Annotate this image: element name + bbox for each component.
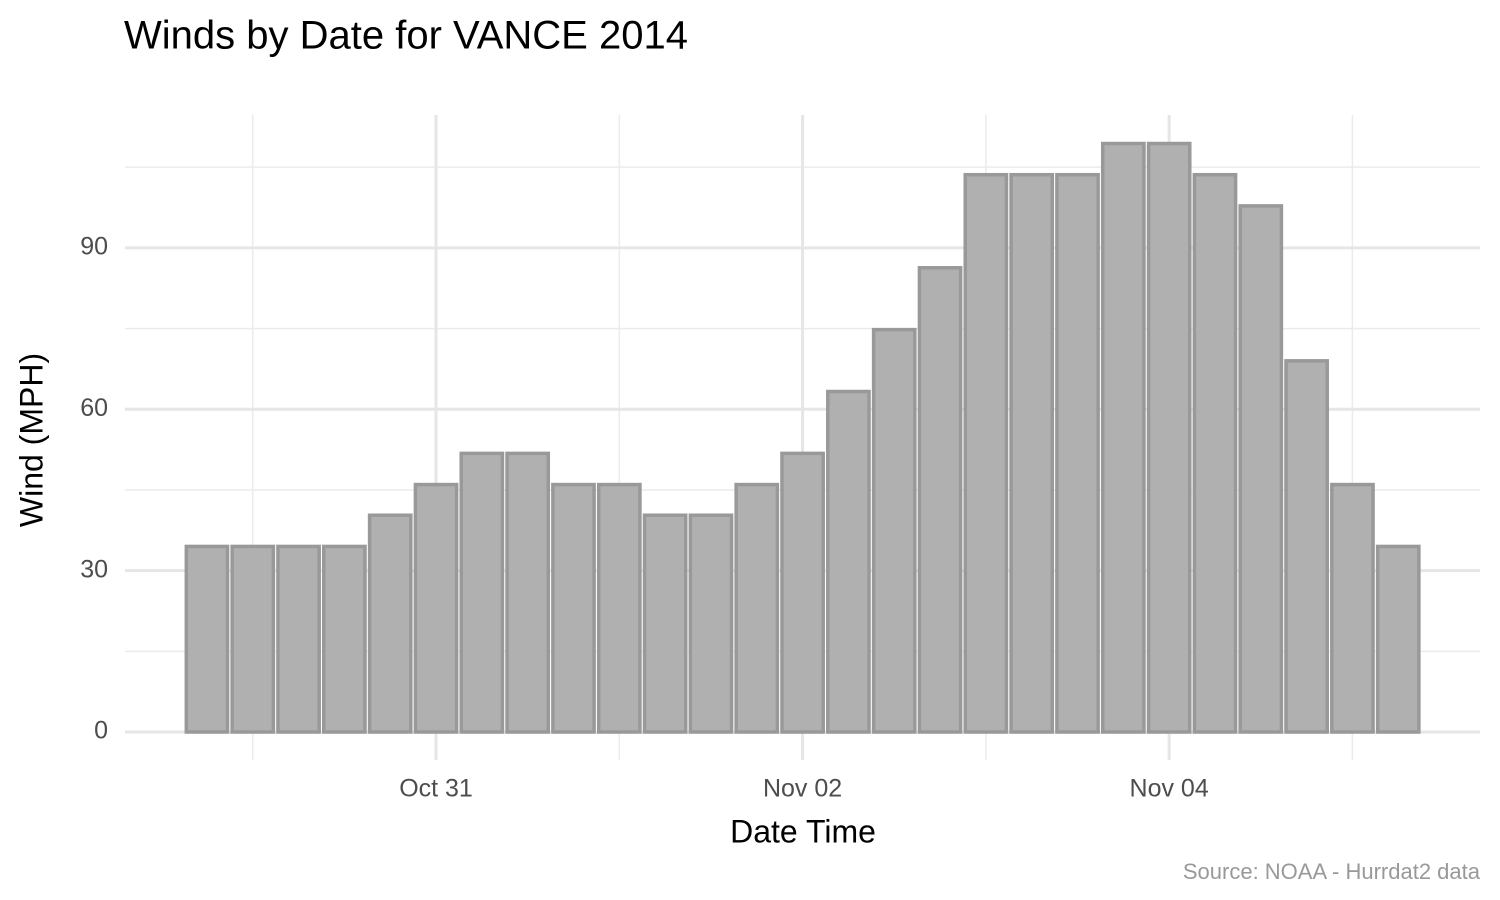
bar bbox=[276, 544, 321, 734]
bar bbox=[826, 389, 871, 734]
x-tick-label: Nov 02 bbox=[763, 775, 842, 803]
bar bbox=[871, 327, 917, 734]
bar bbox=[1375, 544, 1421, 734]
bar bbox=[917, 266, 963, 734]
bar bbox=[1146, 141, 1192, 734]
bar bbox=[413, 482, 459, 734]
x-axis-label: Date Time bbox=[730, 813, 876, 849]
bar bbox=[551, 482, 596, 734]
bar bbox=[963, 172, 1009, 734]
bar bbox=[1009, 172, 1055, 734]
bar bbox=[688, 513, 734, 734]
bar bbox=[1192, 172, 1238, 734]
bar bbox=[596, 482, 642, 734]
x-tick-label: Oct 31 bbox=[399, 775, 473, 803]
bar bbox=[642, 513, 688, 734]
bar bbox=[1330, 482, 1375, 734]
x-tick-label: Nov 04 bbox=[1130, 775, 1209, 803]
bar bbox=[1284, 359, 1329, 734]
bar bbox=[1238, 204, 1284, 734]
bars bbox=[184, 141, 1421, 734]
bar bbox=[322, 544, 367, 734]
bar bbox=[459, 451, 505, 734]
caption: Source: NOAA - Hurrdat2 data bbox=[1183, 859, 1481, 884]
y-tick-label: 60 bbox=[80, 394, 108, 422]
y-tick-label: 30 bbox=[80, 555, 108, 583]
bar bbox=[184, 544, 230, 734]
bar bbox=[1055, 172, 1100, 734]
chart-title: Winds by Date for VANCE 2014 bbox=[124, 14, 688, 58]
bar bbox=[780, 451, 825, 734]
bar bbox=[1100, 141, 1146, 734]
bar bbox=[734, 482, 780, 734]
y-tick-label: 0 bbox=[94, 717, 108, 745]
bar bbox=[230, 544, 276, 734]
bar bbox=[505, 451, 551, 734]
y-tick-label: 90 bbox=[80, 232, 108, 260]
bar bbox=[367, 513, 413, 734]
y-axis-label: Wind (MPH) bbox=[13, 353, 49, 527]
